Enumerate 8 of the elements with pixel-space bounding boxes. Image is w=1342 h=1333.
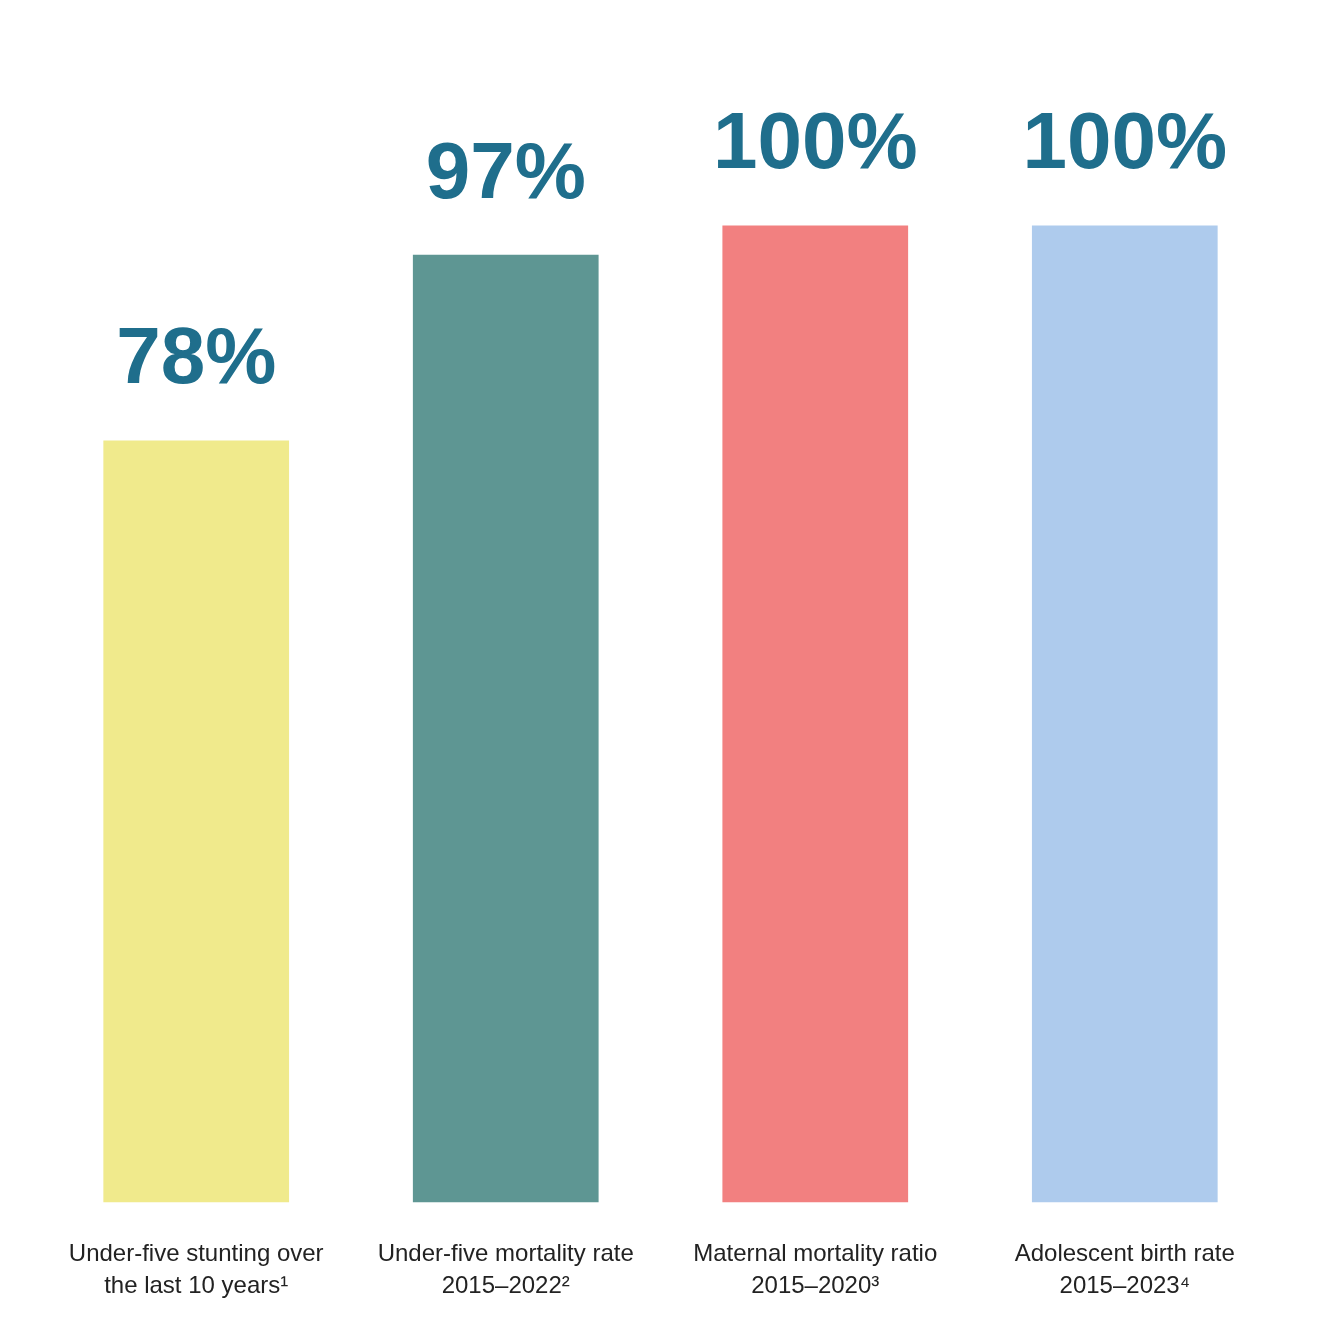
data-label: 97% (425, 125, 586, 215)
x-tick-label: Maternal mortality ratio 2015–2020³ (693, 1238, 938, 1298)
x-tick-label: Under-five mortality rate 2015–2022² (377, 1238, 634, 1298)
x-tick-label: Adolescent birth rate 2015–2023⁴ (1014, 1238, 1235, 1298)
x-tick-label: Under-five stunting over the last 10 years¹ (68, 1238, 324, 1298)
data-label: 100% (712, 96, 918, 186)
data-label: 100% (1022, 96, 1228, 186)
data-label: 78% (116, 311, 277, 401)
